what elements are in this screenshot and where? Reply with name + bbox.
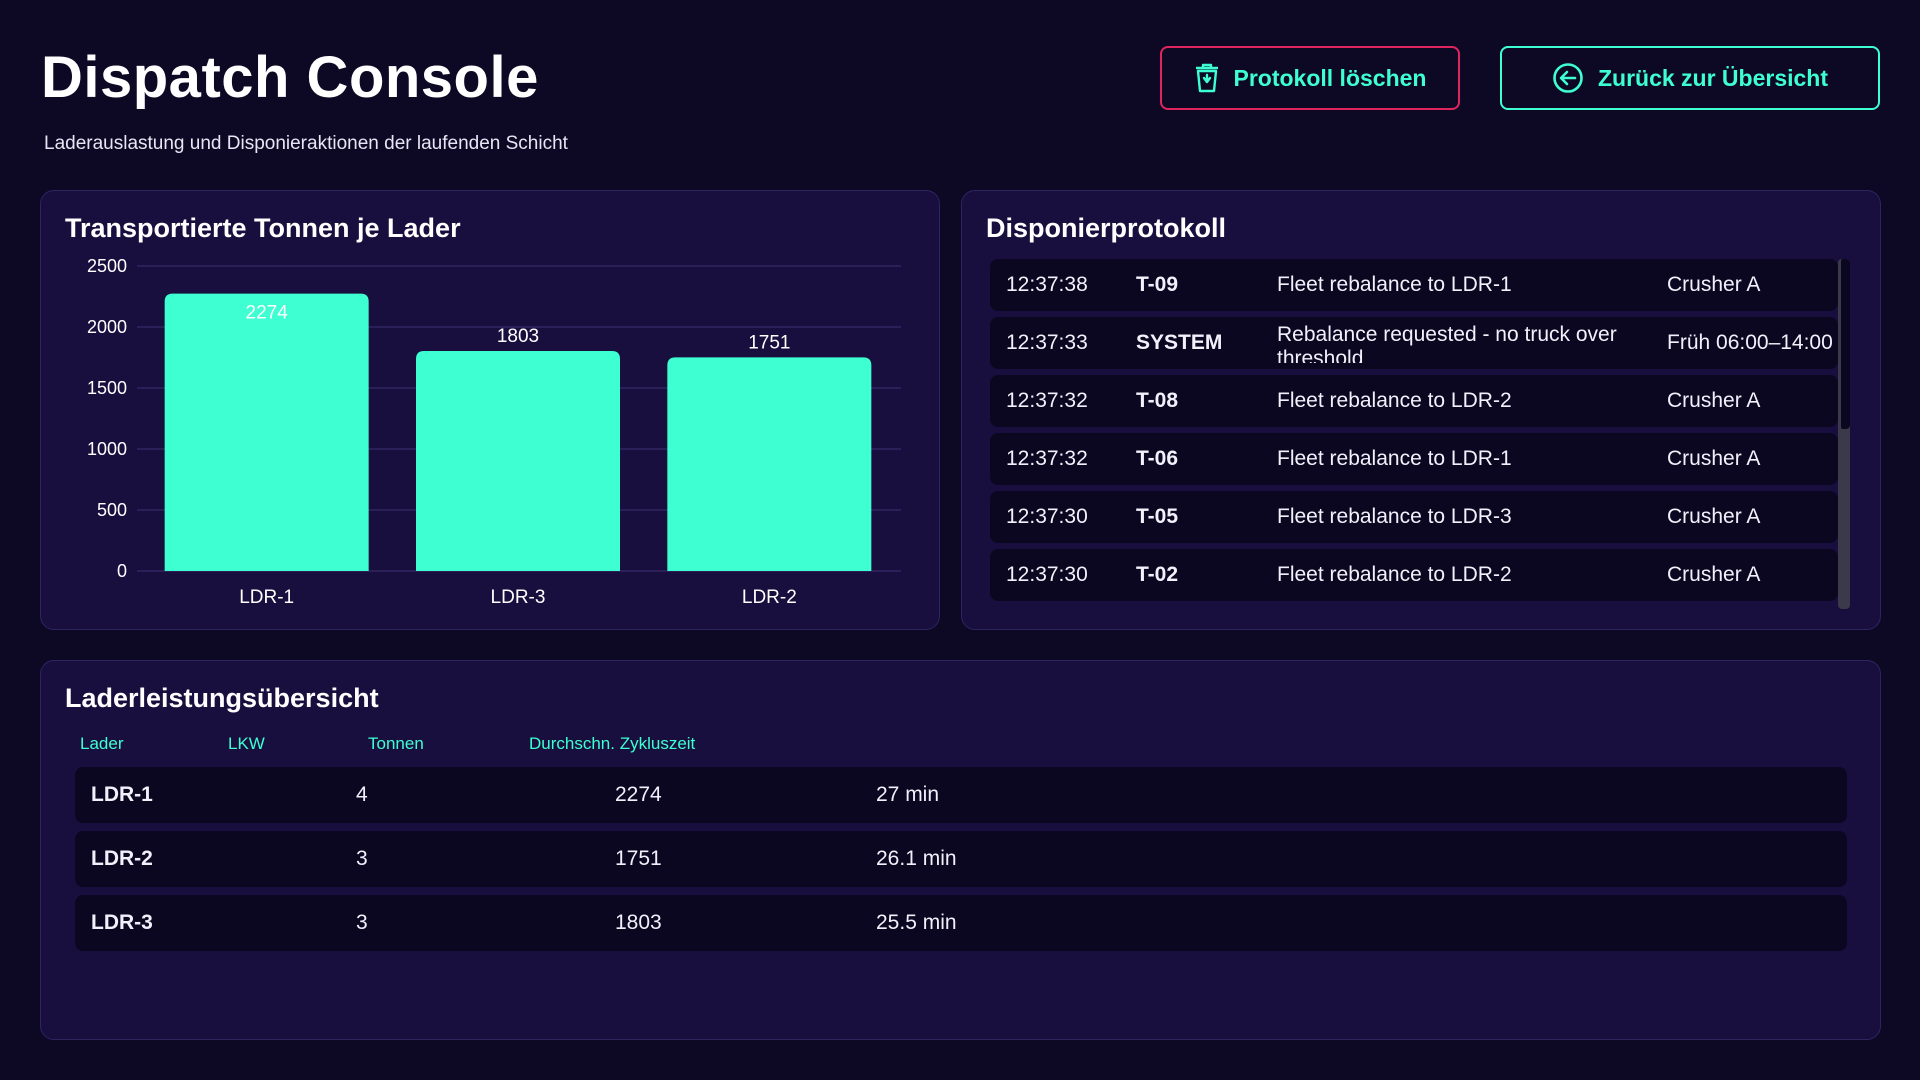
log-scrollbar[interactable] xyxy=(1838,259,1850,609)
cell-cycle-time: 27 min xyxy=(876,783,940,806)
data-label: 2274 xyxy=(246,303,289,324)
log-target: Früh 06:00–14:00 xyxy=(1667,331,1833,354)
x-tick-label: LDR-3 xyxy=(491,587,546,608)
y-tick-label: 1000 xyxy=(87,439,127,459)
y-tick-label: 0 xyxy=(117,561,127,581)
back-to-overview-button[interactable]: Zurück zur Übersicht xyxy=(1500,46,1880,110)
log-target: Crusher A xyxy=(1667,505,1761,528)
log-actor: T-06 xyxy=(1136,447,1179,470)
log-actor: T-09 xyxy=(1136,273,1179,296)
tons-per-loader-chart-card: Transportierte Tonnen je Lader 0 500 1000 1… xyxy=(40,190,940,630)
tons-bar-chart: 0 500 1000 1500 2000 2500 2274 LDR-1 1803 LDR-3 17… xyxy=(87,256,901,608)
log-target: Crusher A xyxy=(1667,447,1761,470)
cell-loader: LDR-3 xyxy=(91,911,153,934)
log-target: Crusher A xyxy=(1667,273,1761,296)
table-row: LDR-2 3 1751 26.1 min xyxy=(75,831,1847,887)
cell-loader: LDR-1 xyxy=(91,783,153,806)
cell-loader: LDR-2 xyxy=(91,847,153,870)
column-header-loader: Lader xyxy=(80,734,124,753)
page-title: Dispatch Console xyxy=(41,45,539,110)
log-title: Disponierprotokoll xyxy=(986,213,1227,243)
log-actor: SYSTEM xyxy=(1136,331,1223,354)
cell-tons: 1751 xyxy=(615,847,662,870)
log-actor: T-05 xyxy=(1136,505,1179,528)
y-tick-label: 2500 xyxy=(87,256,127,276)
log-list[interactable]: 12:37:38 T-09 Fleet rebalance to LDR-1 C… xyxy=(990,259,1838,609)
column-header-trucks: LKW xyxy=(228,734,265,753)
y-tick-label: 500 xyxy=(97,500,127,520)
data-label: 1751 xyxy=(748,332,790,353)
log-time: 12:37:38 xyxy=(1006,273,1088,296)
x-tick-label: LDR-2 xyxy=(742,587,797,608)
chart-title: Transportierte Tonnen je Lader xyxy=(65,213,461,243)
loader-performance-card: Laderleistungsübersicht Lader LKW Tonnen… xyxy=(40,660,1881,1040)
y-tick-label: 2000 xyxy=(87,317,127,337)
log-message: Fleet rebalance to LDR-3 xyxy=(1277,505,1512,528)
log-time: 12:37:32 xyxy=(1006,389,1088,412)
log-message: Fleet rebalance to LDR-2 xyxy=(1277,389,1512,412)
bar xyxy=(416,351,620,571)
clear-log-label: Protokoll löschen xyxy=(1233,64,1427,91)
log-time: 12:37:32 xyxy=(1006,447,1088,470)
dispatch-log-card: Disponierprotokoll 12:37:38 T-09 Fleet r… xyxy=(961,190,1881,630)
x-tick-label: LDR-1 xyxy=(239,587,294,608)
log-message: Fleet rebalance to LDR-1 xyxy=(1277,447,1512,470)
cell-trucks: 3 xyxy=(356,911,368,934)
log-row: 12:37:33 SYSTEM Rebalance requested - no… xyxy=(990,317,1838,369)
cell-cycle-time: 25.5 min xyxy=(876,911,957,934)
column-header-tons: Tonnen xyxy=(368,734,424,753)
table-row: LDR-3 3 1803 25.5 min xyxy=(75,895,1847,951)
cell-tons: 2274 xyxy=(615,783,662,806)
log-row: 12:37:32 T-08 Fleet rebalance to LDR-2 C… xyxy=(990,375,1838,427)
log-message: Fleet rebalance to LDR-2 xyxy=(1277,563,1512,586)
cell-trucks: 3 xyxy=(356,847,368,870)
log-row: 12:37:38 T-09 Fleet rebalance to LDR-1 C… xyxy=(990,259,1838,311)
log-row: 12:37:30 T-02 Fleet rebalance to LDR-2 C… xyxy=(990,549,1838,601)
log-target: Crusher A xyxy=(1667,563,1761,586)
bar xyxy=(667,357,872,571)
log-time: 12:37:30 xyxy=(1006,505,1088,528)
cell-cycle-time: 26.1 min xyxy=(876,847,957,870)
log-message: Fleet rebalance to LDR-1 xyxy=(1277,273,1512,296)
arrow-left-circle-icon xyxy=(1552,62,1584,94)
clear-log-button[interactable]: Protokoll löschen xyxy=(1160,46,1460,110)
column-header-cycle-time: Durchschn. Zykluszeit xyxy=(529,734,696,753)
y-tick-label: 1500 xyxy=(87,378,127,398)
trash-icon xyxy=(1194,63,1220,93)
log-time: 12:37:30 xyxy=(1006,563,1088,586)
bar xyxy=(164,293,369,571)
cell-trucks: 4 xyxy=(356,783,368,806)
back-label: Zurück zur Übersicht xyxy=(1597,64,1829,91)
page-subtitle: Laderauslastung und Disponieraktionen de… xyxy=(44,133,568,154)
data-label: 1803 xyxy=(497,326,539,347)
log-target: Crusher A xyxy=(1667,389,1761,412)
log-actor: T-08 xyxy=(1136,389,1179,412)
log-actor: T-02 xyxy=(1136,563,1179,586)
log-scrollbar-thumb[interactable] xyxy=(1838,259,1850,429)
log-message: Rebalance requested - no truck over thre… xyxy=(1277,323,1617,363)
log-row: 12:37:30 T-05 Fleet rebalance to LDR-3 C… xyxy=(990,491,1838,543)
table-title: Laderleistungsübersicht xyxy=(65,683,379,713)
table-row: LDR-1 4 2274 27 min xyxy=(75,767,1847,823)
log-time: 12:37:33 xyxy=(1006,331,1088,354)
cell-tons: 1803 xyxy=(615,911,662,934)
log-row: 12:37:32 T-06 Fleet rebalance to LDR-1 C… xyxy=(990,433,1838,485)
